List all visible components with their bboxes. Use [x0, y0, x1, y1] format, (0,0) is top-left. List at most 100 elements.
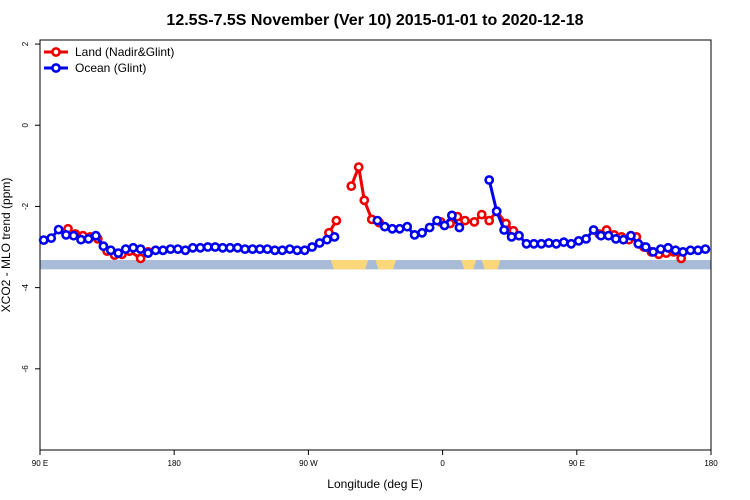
x-tick-label: 0	[440, 459, 445, 468]
y-tick-label: -6	[21, 365, 30, 373]
series-ocean	[38, 175, 711, 258]
data-point	[359, 195, 370, 206]
data-point	[536, 238, 547, 249]
data-point	[409, 229, 420, 240]
plot-frame	[39, 39, 712, 451]
y-tick-label: 2	[21, 41, 30, 46]
data-point	[195, 242, 206, 253]
data-point	[663, 242, 673, 253]
data-point	[648, 246, 659, 257]
data-point	[113, 248, 124, 258]
data-point	[573, 235, 584, 246]
data-point	[307, 242, 317, 252]
data-point	[432, 215, 442, 226]
data-point	[529, 238, 539, 249]
map-land	[375, 260, 397, 270]
data-point	[353, 162, 364, 172]
series-line	[349, 161, 380, 225]
data-point	[210, 242, 221, 252]
data-point	[135, 244, 146, 254]
data-point	[299, 245, 310, 256]
chart-title: 12.5S-7.5S November (Ver 10) 2015-01-01 …	[166, 12, 583, 29]
data-point	[284, 244, 295, 254]
x-tick-label: 90 E	[569, 459, 585, 468]
data-point	[172, 244, 183, 254]
data-point	[611, 233, 621, 244]
data-point	[491, 206, 502, 217]
data-point	[484, 215, 495, 226]
data-point	[551, 238, 562, 249]
data-point	[91, 230, 101, 241]
data-point	[402, 221, 413, 232]
x-tick-label: 180	[168, 459, 182, 468]
map-land	[330, 260, 369, 270]
data-point	[417, 227, 427, 238]
data-point	[655, 244, 666, 254]
data-point	[83, 233, 94, 244]
data-point	[626, 230, 636, 241]
legend-label: Land (Nadir&Glint)	[75, 45, 174, 59]
data-point	[240, 244, 250, 254]
y-ticks: 2 0 -2 -4 -6	[21, 41, 40, 372]
x-tick-label: 90 W	[299, 459, 318, 468]
data-point	[618, 234, 629, 245]
data-point	[543, 238, 554, 248]
legend-marker	[51, 63, 61, 73]
data-point	[424, 222, 435, 233]
data-point	[566, 238, 577, 249]
data-point	[372, 215, 383, 226]
plot-border	[39, 39, 712, 451]
data-point	[394, 223, 405, 234]
x-axis-label: Longitude (deg E)	[327, 477, 422, 491]
data-point	[76, 234, 86, 245]
data-point	[670, 245, 681, 256]
data-point	[322, 234, 332, 245]
data-point	[68, 230, 79, 241]
data-point	[187, 242, 198, 253]
data-point	[98, 241, 109, 252]
data-point	[558, 237, 569, 248]
data-point	[38, 235, 49, 245]
data-point	[603, 230, 614, 241]
legend: Land (Nadir&Glint) Ocean (Glint)	[44, 45, 174, 75]
data-point	[46, 233, 57, 243]
data-point	[454, 222, 465, 233]
data-point	[143, 248, 153, 258]
data-point	[678, 246, 688, 257]
data-point	[693, 245, 703, 256]
data-point	[700, 244, 711, 254]
data-point	[499, 225, 509, 235]
data-point	[476, 209, 487, 220]
data-point	[277, 245, 288, 256]
map-land	[461, 260, 477, 270]
x-tick-label: 180	[704, 459, 718, 468]
data-point	[331, 215, 342, 226]
data-point	[232, 242, 243, 253]
legend-marker	[51, 47, 61, 57]
data-point	[314, 238, 325, 248]
data-point	[596, 230, 606, 241]
data-point	[105, 245, 116, 256]
y-tick-label: -2	[21, 202, 30, 210]
data-point	[225, 242, 235, 253]
y-tick-label: 0	[21, 122, 30, 127]
y-axis-label: XCO2 - MLO trend (ppm)	[0, 178, 13, 313]
x-ticks: 90 E 180 90 W 0 90 E 180	[32, 450, 718, 468]
map-ocean	[40, 260, 711, 270]
map-strip	[40, 260, 711, 270]
data-point	[581, 233, 591, 244]
legend-label: Ocean (Glint)	[75, 61, 146, 75]
data-point	[292, 245, 303, 256]
data-point	[61, 229, 71, 240]
data-point	[469, 216, 480, 227]
data-point	[135, 253, 146, 264]
data-point	[379, 221, 390, 232]
data-point	[53, 224, 64, 235]
data-point	[460, 215, 470, 226]
data-point	[446, 210, 457, 221]
data-point	[346, 181, 357, 191]
x-tick-label: 90 E	[32, 459, 48, 468]
data-point	[484, 175, 495, 185]
data-point	[514, 230, 524, 241]
